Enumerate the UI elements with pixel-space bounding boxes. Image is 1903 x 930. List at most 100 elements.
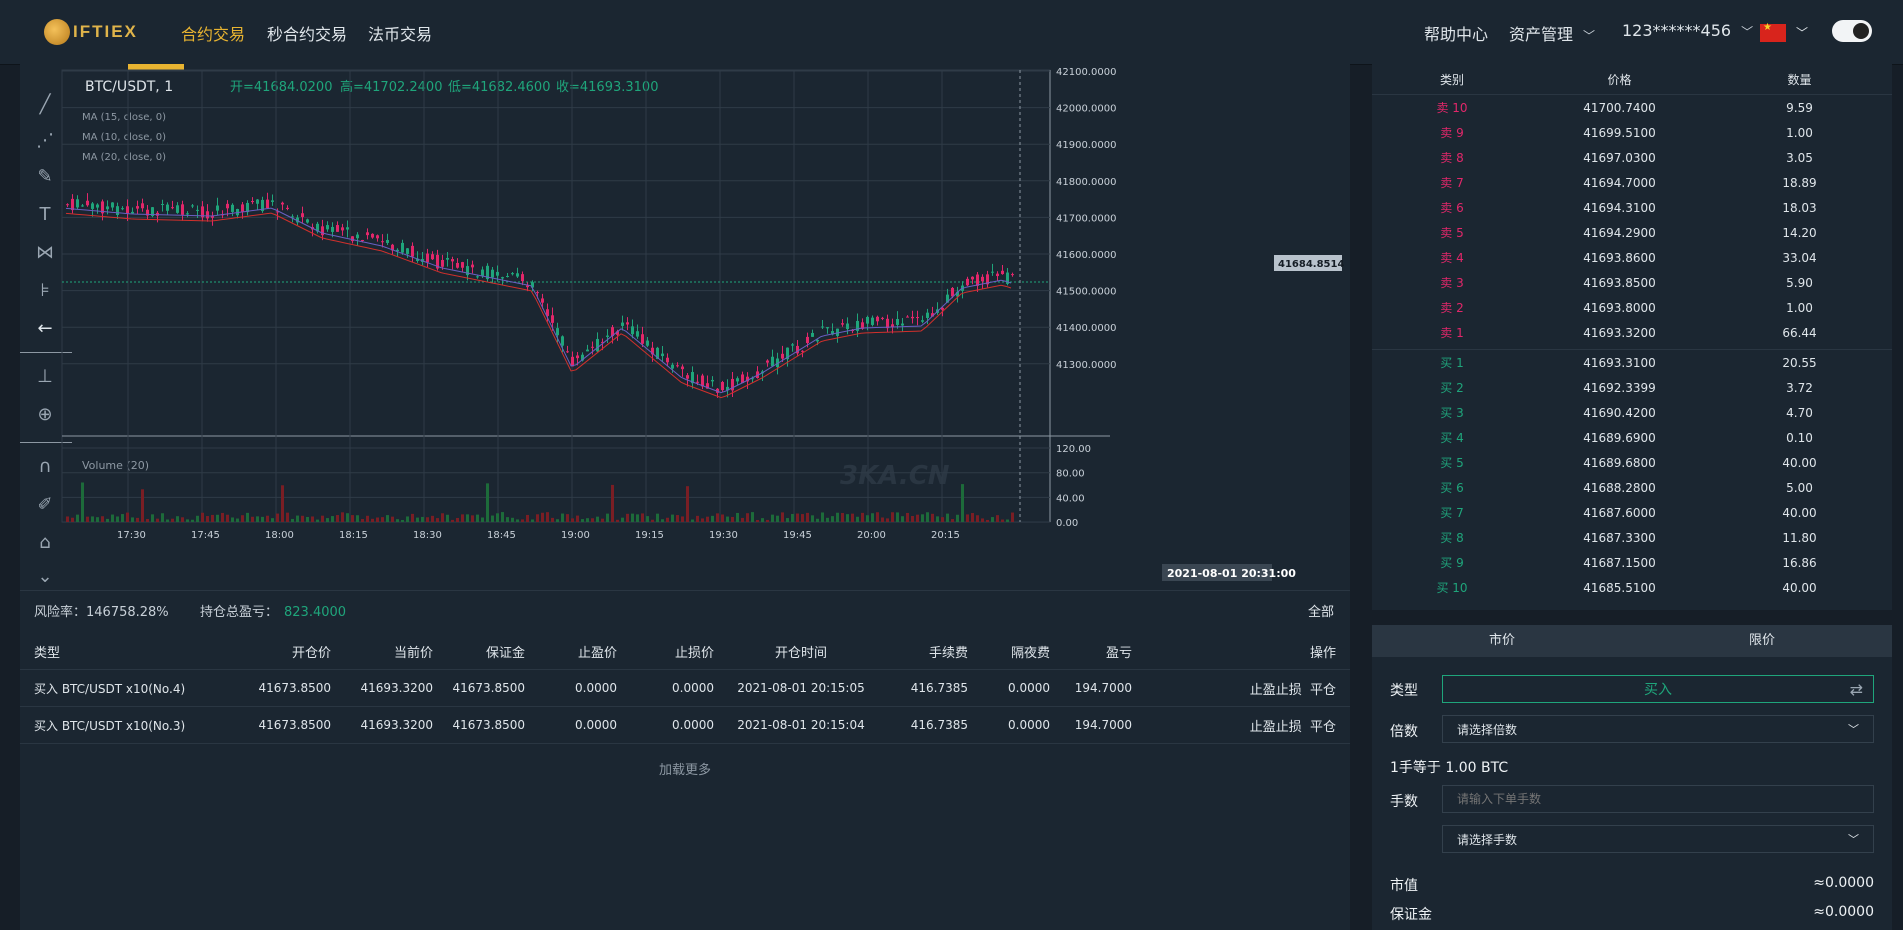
theme-toggle[interactable] xyxy=(1832,20,1872,42)
sell-order-qty: 66.44 xyxy=(1782,325,1817,340)
buy-order-price: 41693.3100 xyxy=(1583,355,1656,370)
buy-order-row[interactable]: 买 7 41687.6000 40.00 xyxy=(1372,500,1892,525)
tp-sl-button[interactable]: 止盈止损 xyxy=(1249,682,1302,698)
sell-order-row[interactable]: 卖 8 41697.0300 3.05 xyxy=(1372,145,1892,170)
price-tick: 42100.0000 xyxy=(1056,67,1116,78)
magnet-icon[interactable]: ∩ xyxy=(38,456,52,477)
candle xyxy=(616,331,619,335)
candle xyxy=(676,365,679,367)
market-value: ≈0.0000 xyxy=(1813,875,1874,891)
sell-order-row[interactable]: 卖 4 41693.8600 33.04 xyxy=(1372,245,1892,270)
sell-order-qty: 33.04 xyxy=(1782,250,1817,265)
candle xyxy=(181,204,184,215)
swap-icon[interactable]: ⇄ xyxy=(1849,680,1863,699)
price-tick: 41600.0000 xyxy=(1056,250,1116,261)
indicator-icon[interactable]: ⊥ xyxy=(37,366,53,387)
buy-order-row[interactable]: 买 2 41692.3399 3.72 xyxy=(1372,375,1892,400)
volume-bar xyxy=(826,517,829,522)
buy-direction-button[interactable]: 买入 ⇄ xyxy=(1442,675,1874,703)
sell-orders: 卖 10 41700.7400 9.59 卖 9 41699.5100 1.00 卖 8 41… xyxy=(1372,95,1892,345)
buy-order-row[interactable]: 买 10 41685.5100 40.00 xyxy=(1372,575,1892,600)
close-position-button[interactable]: 平仓 xyxy=(1309,719,1336,735)
candle xyxy=(921,320,924,322)
volume-bar xyxy=(636,514,639,522)
logo[interactable]: IFTIEX xyxy=(44,18,138,46)
text-tool-icon[interactable]: T xyxy=(39,204,51,225)
load-more-button[interactable]: 加载更多 xyxy=(658,763,711,778)
candle xyxy=(281,202,284,205)
tp-sl-button[interactable]: 止盈止损 xyxy=(1249,719,1302,735)
sell-order-row[interactable]: 卖 10 41700.7400 9.59 xyxy=(1372,95,1892,120)
candle xyxy=(251,200,254,203)
nav-help-center[interactable]: 帮助中心 xyxy=(1424,25,1489,44)
volume-bar xyxy=(621,517,624,522)
volume-bar xyxy=(871,513,874,522)
leverage-select[interactable]: 请选择倍数 ﹀ xyxy=(1442,715,1874,743)
volume-bar xyxy=(241,515,244,522)
back-arrow-icon[interactable]: ← xyxy=(37,318,53,339)
candle xyxy=(226,203,229,209)
brush-icon[interactable]: ✎ xyxy=(37,166,53,187)
sell-order-row[interactable]: 卖 3 41693.8500 5.90 xyxy=(1372,270,1892,295)
candle xyxy=(476,276,479,278)
tab-market[interactable]: 市价 xyxy=(1372,625,1632,657)
volume-bar xyxy=(401,519,404,522)
sell-order-row[interactable]: 卖 6 41694.3100 18.03 xyxy=(1372,195,1892,220)
nav-fiat-trade[interactable]: 法币交易 xyxy=(368,25,433,44)
nav-second-contract[interactable]: 秒合约交易 xyxy=(267,25,348,44)
buy-order-row[interactable]: 买 5 41689.6800 40.00 xyxy=(1372,450,1892,475)
candle xyxy=(721,382,724,391)
pattern-tool-icon[interactable]: ⋈ xyxy=(36,242,54,263)
sell-order-row[interactable]: 卖 1 41693.3200 66.44 xyxy=(1372,320,1892,345)
lots-select[interactable]: 请选择手数 ﹀ xyxy=(1442,825,1874,853)
price-chart[interactable]: BTC/USDT, 1 开=41684.0200 高=41702.2400 低=… xyxy=(20,64,1350,590)
nav-asset-management[interactable]: 资产管理 ﹀ xyxy=(1509,21,1595,45)
buy-order-row[interactable]: 买 6 41688.2800 5.00 xyxy=(1372,475,1892,500)
candle xyxy=(686,375,689,379)
price-tick: 42000.0000 xyxy=(1056,104,1116,115)
buy-order-row[interactable]: 买 9 41687.1500 16.86 xyxy=(1372,550,1892,575)
candle xyxy=(626,322,629,325)
nav-contract-trade[interactable]: 合约交易 xyxy=(181,25,246,44)
zoom-in-icon[interactable]: ⊕ xyxy=(37,404,53,425)
market-value-label: 市值 xyxy=(1390,878,1418,894)
candle xyxy=(376,235,379,239)
lots-input[interactable] xyxy=(1442,785,1874,813)
nav-user-menu[interactable]: 123******456 ﹀ xyxy=(1622,21,1753,40)
sell-order-row[interactable]: 卖 7 41694.7000 18.89 xyxy=(1372,170,1892,195)
fib-tool-icon[interactable]: ⋰ xyxy=(36,130,54,151)
buy-order-row[interactable]: 买 3 41690.4200 4.70 xyxy=(1372,400,1892,425)
volume-bar xyxy=(881,517,884,522)
candle xyxy=(511,273,514,275)
volume-bar xyxy=(356,515,359,522)
volume-bar xyxy=(716,513,719,522)
chevron-down-icon[interactable]: ⌄ xyxy=(37,566,53,587)
time-tick: 19:00 xyxy=(561,530,590,541)
close-position-button[interactable]: 平仓 xyxy=(1309,682,1336,698)
buy-order-row[interactable]: 买 4 41689.6900 0.10 xyxy=(1372,425,1892,450)
language-flag-icon[interactable] xyxy=(1760,22,1786,42)
sell-order-row[interactable]: 卖 2 41693.8000 1.00 xyxy=(1372,295,1892,320)
sell-order-price: 41693.3200 xyxy=(1583,325,1656,340)
volume-bar xyxy=(296,515,299,522)
sell-order-row[interactable]: 卖 5 41694.2900 14.20 xyxy=(1372,220,1892,245)
buy-order-row[interactable]: 买 8 41687.3300 11.80 xyxy=(1372,525,1892,550)
tab-limit[interactable]: 限价 xyxy=(1632,625,1892,657)
candle xyxy=(306,219,309,223)
chevron-down-icon: ﹀ xyxy=(1848,723,1859,736)
candle xyxy=(261,199,264,212)
unlock-icon[interactable]: ⌂ xyxy=(39,532,51,553)
chevron-down-icon[interactable]: ﹀ xyxy=(1796,26,1809,40)
measure-tool-icon[interactable]: ⊧ xyxy=(40,280,50,301)
col-open: 开仓价 xyxy=(235,633,332,670)
lock-drawing-icon[interactable]: ✐ xyxy=(37,494,53,515)
pnl-value: 823.4000 xyxy=(284,605,347,620)
buy-order-row[interactable]: 买 1 41693.3100 20.55 xyxy=(1372,350,1892,375)
candle xyxy=(336,225,339,232)
candle xyxy=(891,324,894,327)
volume-bar xyxy=(931,513,934,522)
sell-order-qty: 5.90 xyxy=(1786,275,1813,290)
sell-order-row[interactable]: 卖 9 41699.5100 1.00 xyxy=(1372,120,1892,145)
trend-line-icon[interactable]: ╱ xyxy=(39,94,51,115)
all-positions-link[interactable]: 全部 xyxy=(1307,605,1334,620)
